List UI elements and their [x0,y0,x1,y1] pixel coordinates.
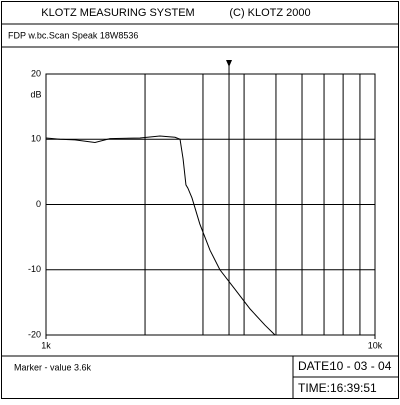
y-tick-label: -20 [28,329,41,339]
x-tick-label: 10k [368,340,383,350]
y-tick-label: 10 [31,134,41,144]
time-label: TIME: [298,381,330,395]
title: KLOTZ MEASURING SYSTEM [41,7,194,19]
marker-label: Marker - value 3.6k [14,362,92,372]
subtitle: FDP w.bc.Scan Speak 18W8536 [8,30,138,40]
copyright: (C) KLOTZ 2000 [229,7,310,19]
y-tick-label: 0 [36,199,41,209]
y-axis-label: dB [30,89,41,99]
frame [1,1,399,399]
curve [45,135,276,336]
date: 10 - 03 - 04 [330,359,392,373]
marker-arrow [226,60,233,67]
y-tick-label: -10 [28,264,41,274]
time: 16:39:51 [330,381,377,395]
date-label: DATE: [298,359,332,373]
x-tick-label: 1k [41,340,51,350]
y-tick-label: 20 [31,68,41,78]
